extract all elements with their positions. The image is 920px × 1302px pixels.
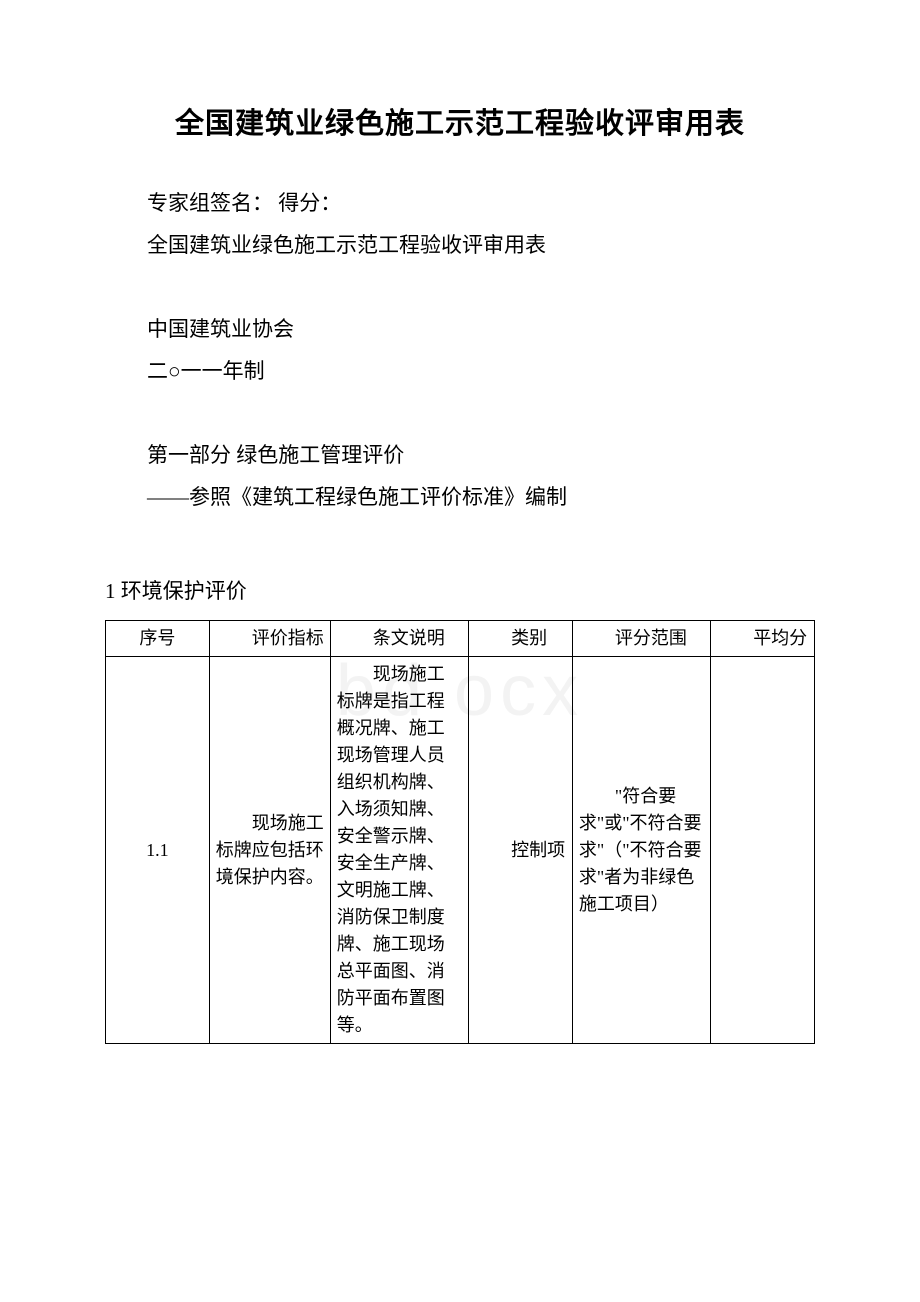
table-row: 1.1 现场施工标牌应包括环境保护内容。 现场施工标牌是指工程概况牌、施工现场管… [106,657,815,1044]
cell-category: 控制项 [469,657,573,1044]
evaluation-table: 序号 评价指标 条文说明 类别 评分范围 平均分 1.1 现场施工标牌应包括环境… [105,620,815,1044]
header-indicator: 评价指标 [209,621,330,657]
cell-avgscore [711,657,815,1044]
cell-indicator: 现场施工标牌应包括环境保护内容。 [209,657,330,1044]
signature-score-line: 专家组签名： 得分： [105,182,815,224]
header-avgscore: 平均分 [711,621,815,657]
subtitle-line: 全国建筑业绿色施工示范工程验收评审用表 [105,224,815,266]
spacer [105,266,815,308]
reference-line: ——参照《建筑工程绿色施工评价标准》编制 [105,476,815,518]
page-title: 全国建筑业绿色施工示范工程验收评审用表 [105,100,815,142]
spacer [105,392,815,434]
header-seq: 序号 [106,621,210,657]
association-line: 中国建筑业协会 [105,308,815,350]
cell-scorerange: "符合要求"或"不符合要求"（"不符合要求"者为非绿色施工项目） [572,657,710,1044]
section-1-heading: 1 环境保护评价 [105,570,815,612]
header-explanation: 条文说明 [330,621,468,657]
year-line: 二○一一年制 [105,350,815,392]
cell-explanation: 现场施工标牌是指工程概况牌、施工现场管理人员组织机构牌、入场须知牌、安全警示牌、… [330,657,468,1044]
part-one-heading: 第一部分 绿色施工管理评价 [105,434,815,476]
header-category: 类别 [469,621,573,657]
table-header-row: 序号 评价指标 条文说明 类别 评分范围 平均分 [106,621,815,657]
spacer [105,518,815,560]
header-scorerange: 评分范围 [572,621,710,657]
cell-seq: 1.1 [106,657,210,1044]
